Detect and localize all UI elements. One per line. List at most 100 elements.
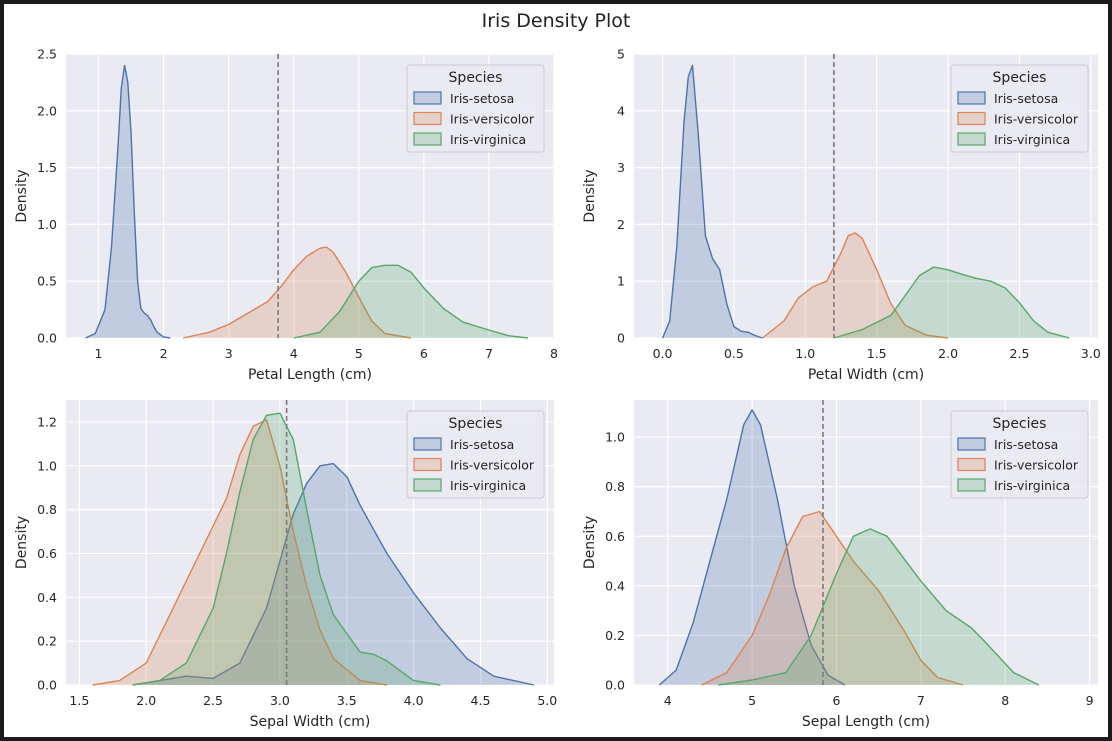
y-tick-label: 0.2: [37, 634, 57, 649]
subplot-2: 0.0 0.5 1.0 1.5 2.0 2.5 3.0 0 1 2 3 4 5 Petal Width (…: [582, 47, 1101, 384]
iris-virginica-density-area: [718, 528, 1039, 685]
iris-setosa-density-area: [132, 463, 534, 685]
legend-entry: Iris-virginica: [450, 478, 526, 493]
x-tick-label: 6: [832, 693, 840, 708]
x-axis-label: Sepal Length (cm): [802, 714, 930, 730]
y-tick-label: 4: [617, 103, 625, 118]
y-tick-label: 0.6: [605, 529, 625, 544]
x-axis-label: Petal Width (cm): [808, 367, 924, 383]
y-tick-label: 1.0: [37, 458, 57, 473]
subplots-grid: 1 2 3 4 5 6 7 8 0.0 0.5 1.0 1.5 2.0 2.5 Petal Length (…: [14, 47, 1101, 731]
legend-box: [950, 410, 1089, 499]
y-axis-label: Density: [14, 169, 30, 222]
x-tick-label: 2.0: [136, 693, 156, 708]
iris-versicolor-density-area: [701, 511, 963, 685]
legend-swatch: [957, 478, 986, 492]
x-axis-label: Sepal Width (cm): [250, 714, 371, 730]
x-tick-label: 0.5: [724, 346, 744, 361]
legend-entry: Iris-setosa: [450, 91, 514, 106]
iris-versicolor-density-line: [182, 246, 412, 339]
y-tick-label: 5: [617, 47, 625, 62]
figure-canvas: Iris Density Plot 1 2 3 4 5 6 7 8 0.0 0.5 1.0 1.5 2.…: [4, 4, 1108, 737]
x-tick-label: 3.0: [1081, 346, 1101, 361]
legend-swatch: [413, 437, 442, 451]
x-tick-label: 4.5: [471, 693, 491, 708]
x-tick-label: 4.0: [404, 693, 424, 708]
legend-box: [950, 64, 1089, 153]
y-tick-label: 2.0: [37, 103, 57, 118]
x-tick-label: 0.0: [653, 346, 673, 361]
legend-entry: Iris-versicolor: [450, 458, 535, 473]
legend-swatch: [413, 111, 442, 126]
legend-entry: Iris-virginica: [994, 478, 1070, 493]
iris-virginica-density-line: [293, 264, 529, 339]
y-tick-label: 0.0: [37, 331, 57, 346]
legend-entry: Iris-versicolor: [994, 112, 1079, 127]
y-tick-label: 0.8: [605, 479, 625, 494]
iris-setosa-density-area: [85, 65, 171, 339]
legend: Species Iris-setosa Iris-versicolor Iris-vi…: [406, 64, 545, 153]
y-tick-label: 0.2: [605, 628, 625, 643]
y-tick-label: 1.5: [37, 160, 57, 175]
y-tick-label: 2: [617, 217, 625, 232]
x-tick-label: 1.5: [69, 693, 89, 708]
legend-swatch: [957, 437, 986, 451]
subplot-1: 1 2 3 4 5 6 7 8 0.0 0.5 1.0 1.5 2.0 2.5 Petal Length (…: [14, 47, 558, 384]
y-tick-label: 2.5: [37, 47, 57, 62]
legend: Species Iris-setosa Iris-versicolor Iris-vi…: [950, 64, 1089, 153]
legend-swatch: [957, 457, 986, 472]
x-tick-label: 4: [290, 346, 298, 361]
x-tick-label: 8: [1001, 693, 1009, 708]
y-tick-label: 0.4: [605, 578, 625, 593]
x-tick-label: 1: [95, 346, 103, 361]
iris-setosa-density-area: [659, 409, 845, 685]
iris-virginica-density-line: [718, 528, 1040, 686]
x-tick-label: 4: [664, 693, 672, 708]
iris-setosa-density-line: [85, 64, 171, 339]
legend-entry: Iris-setosa: [994, 437, 1058, 452]
x-tick-label: 2.5: [1010, 346, 1030, 361]
y-tick-label: 0.6: [37, 546, 57, 561]
y-tick-label: 0.0: [37, 678, 57, 693]
legend-title: Species: [449, 416, 503, 432]
legend-swatch: [413, 457, 442, 472]
legend-swatch: [413, 478, 442, 492]
x-tick-label: 7: [485, 346, 493, 361]
legend-box: [406, 64, 545, 153]
y-tick-label: 1: [617, 274, 625, 289]
y-tick-label: 1.0: [605, 430, 625, 445]
x-tick-label: 5: [355, 346, 363, 361]
iris-virginica-density-area: [833, 267, 1070, 338]
y-tick-label: 0: [617, 331, 625, 346]
y-axis-label: Density: [14, 516, 30, 569]
y-tick-label: 0.0: [605, 678, 625, 693]
iris-versicolor-density-area: [92, 419, 387, 685]
y-tick-label: 0.5: [37, 274, 57, 289]
iris-virginica-density-area: [293, 265, 528, 338]
x-tick-label: 3: [225, 346, 233, 361]
figure-title: Iris Density Plot: [481, 10, 631, 32]
legend-title: Species: [449, 70, 503, 86]
legend-box: [406, 410, 545, 499]
iris-setosa-density-area: [662, 65, 763, 339]
y-tick-label: 0.4: [37, 590, 57, 605]
x-tick-label: 6: [420, 346, 428, 361]
x-tick-label: 5.0: [537, 693, 557, 708]
subplot-3: 1.5 2.0 2.5 3.0 3.5 4.0 4.5 5.0 0.0 0.2 0.4 0.6 0.8 1…: [14, 400, 557, 730]
legend-swatch: [957, 132, 986, 146]
x-tick-label: 2.0: [938, 346, 958, 361]
legend-entry: Iris-setosa: [994, 91, 1058, 106]
y-axis-label: Density: [582, 169, 598, 222]
iris-versicolor-density-area: [762, 232, 949, 338]
legend-entry: Iris-virginica: [450, 132, 526, 147]
legend-entry: Iris-versicolor: [450, 112, 535, 127]
x-tick-label: 1.0: [795, 346, 815, 361]
x-tick-label: 2.5: [203, 693, 223, 708]
x-tick-label: 7: [917, 693, 925, 708]
iris-setosa-density-line: [661, 64, 763, 339]
y-axis-label: Density: [582, 516, 598, 569]
x-tick-label: 9: [1086, 693, 1094, 708]
iris-setosa-density-line: [658, 409, 846, 686]
legend-swatch: [957, 91, 986, 105]
legend-entry: Iris-versicolor: [994, 458, 1079, 473]
